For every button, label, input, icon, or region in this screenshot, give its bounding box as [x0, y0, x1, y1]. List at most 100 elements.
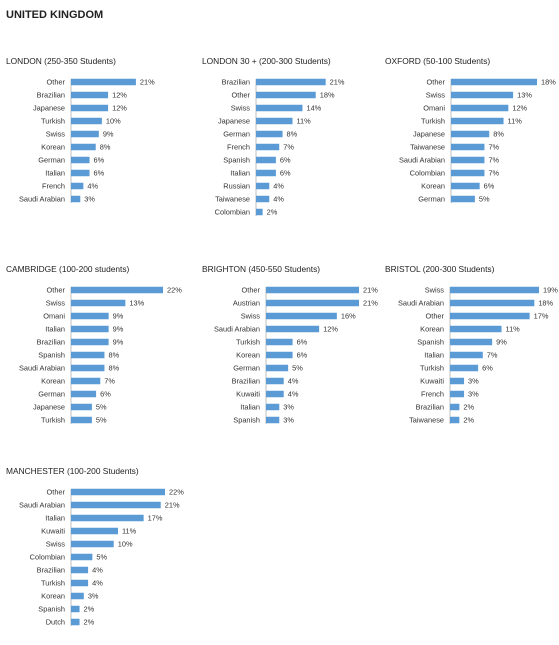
data-label: 10%	[106, 117, 121, 126]
bar	[71, 299, 126, 307]
data-label: 4%	[288, 377, 299, 386]
data-label: 7%	[488, 143, 499, 152]
category-label: Korean	[421, 182, 445, 191]
category-label: Spanish	[417, 338, 444, 347]
category-label: Italian	[45, 514, 65, 523]
data-label: 8%	[100, 143, 111, 152]
bar	[71, 182, 84, 190]
data-label: 12%	[112, 104, 127, 113]
data-label: 6%	[297, 338, 308, 347]
category-label: Other	[426, 312, 445, 321]
data-label: 8%	[108, 351, 119, 360]
category-label: Spanish	[233, 416, 260, 425]
category-label: Other	[47, 488, 66, 497]
category-label: Italian	[45, 325, 65, 334]
category-label: Brazilian	[222, 78, 250, 87]
data-label: 3%	[88, 592, 99, 601]
category-label: Russian	[223, 182, 250, 191]
bar	[71, 488, 165, 496]
bar	[450, 403, 460, 411]
bar	[451, 156, 485, 164]
category-label: Korean	[41, 377, 65, 386]
data-label: 3%	[84, 195, 95, 204]
data-label: 16%	[341, 312, 356, 321]
category-label: Brazilian	[37, 338, 65, 347]
bar	[71, 104, 109, 112]
bar	[451, 143, 485, 151]
category-label: Kuwaiti	[236, 390, 260, 399]
bar-chart-svg: Other 22% Saudi Arabian 21% Italian 17% Kuwait…	[19, 488, 184, 627]
category-label: Japanese	[413, 130, 445, 139]
category-label: Brazilian	[37, 91, 65, 100]
category-label: Turkish	[236, 338, 260, 347]
bar	[71, 117, 102, 125]
bar-chart-svg: Other 22% Swiss 13% Omani 9% Italian 9% Brazilia…	[19, 286, 182, 425]
data-label: 21%	[140, 78, 155, 87]
category-label: Brazilian	[416, 403, 444, 412]
bar	[71, 351, 105, 359]
bar	[266, 325, 320, 333]
bar	[266, 377, 284, 385]
data-label: 7%	[488, 156, 499, 165]
category-label: German	[38, 156, 65, 165]
category-label: Saudi Arabian	[398, 299, 444, 308]
bar	[71, 390, 97, 398]
data-label: 21%	[165, 501, 180, 510]
category-label: German	[38, 390, 65, 399]
data-label: 5%	[96, 403, 107, 412]
chart-title: LONDON 30 + (200-300 Students)	[202, 56, 331, 66]
bar	[71, 566, 89, 574]
data-label: 2%	[267, 208, 278, 217]
data-label: 8%	[108, 364, 119, 373]
bar	[450, 351, 483, 359]
bar	[451, 104, 509, 112]
bar	[71, 501, 161, 509]
bar	[71, 579, 89, 587]
data-label: 4%	[273, 195, 284, 204]
bar	[450, 416, 460, 424]
bar	[450, 364, 479, 372]
data-label: 14%	[306, 104, 321, 113]
data-label: 7%	[104, 377, 115, 386]
bar	[256, 143, 280, 151]
data-label: 7%	[487, 351, 498, 360]
data-label: 22%	[169, 488, 184, 497]
data-label: 6%	[484, 182, 495, 191]
data-label: 12%	[512, 104, 527, 113]
data-label: 9%	[113, 325, 124, 334]
data-label: 4%	[273, 182, 284, 191]
data-label: 3%	[283, 416, 294, 425]
bar	[266, 286, 359, 294]
data-label: 9%	[103, 130, 114, 139]
category-label: Swiss	[426, 91, 446, 100]
category-label: Saudi Arabian	[19, 501, 65, 510]
bar	[450, 325, 502, 333]
bar	[266, 364, 289, 372]
bar	[450, 377, 465, 385]
data-label: 7%	[283, 143, 294, 152]
data-label: 17%	[148, 514, 163, 523]
data-label: 11%	[297, 117, 312, 126]
bar	[71, 143, 96, 151]
bar	[451, 182, 480, 190]
data-label: 18%	[320, 91, 335, 100]
category-label: German	[223, 130, 250, 139]
bar	[451, 169, 485, 177]
bar-chart-svg: Brazilian 21% Other 18% Swiss 14% Japanese 11% G…	[215, 78, 345, 217]
data-label: 12%	[112, 91, 127, 100]
category-label: Austrian	[233, 299, 260, 308]
bar	[71, 169, 90, 177]
data-label: 3%	[283, 403, 294, 412]
data-label: 8%	[287, 130, 298, 139]
bar	[256, 104, 303, 112]
category-label: Other	[232, 91, 251, 100]
bar	[266, 351, 293, 359]
data-label: 3%	[468, 390, 479, 399]
bar	[71, 312, 109, 320]
data-label: 3%	[468, 377, 479, 386]
data-label: 9%	[496, 338, 507, 347]
category-label: Taiwanese	[409, 416, 444, 425]
data-label: 8%	[493, 130, 504, 139]
category-label: Kuwaiti	[41, 527, 65, 536]
data-label: 5%	[292, 364, 303, 373]
